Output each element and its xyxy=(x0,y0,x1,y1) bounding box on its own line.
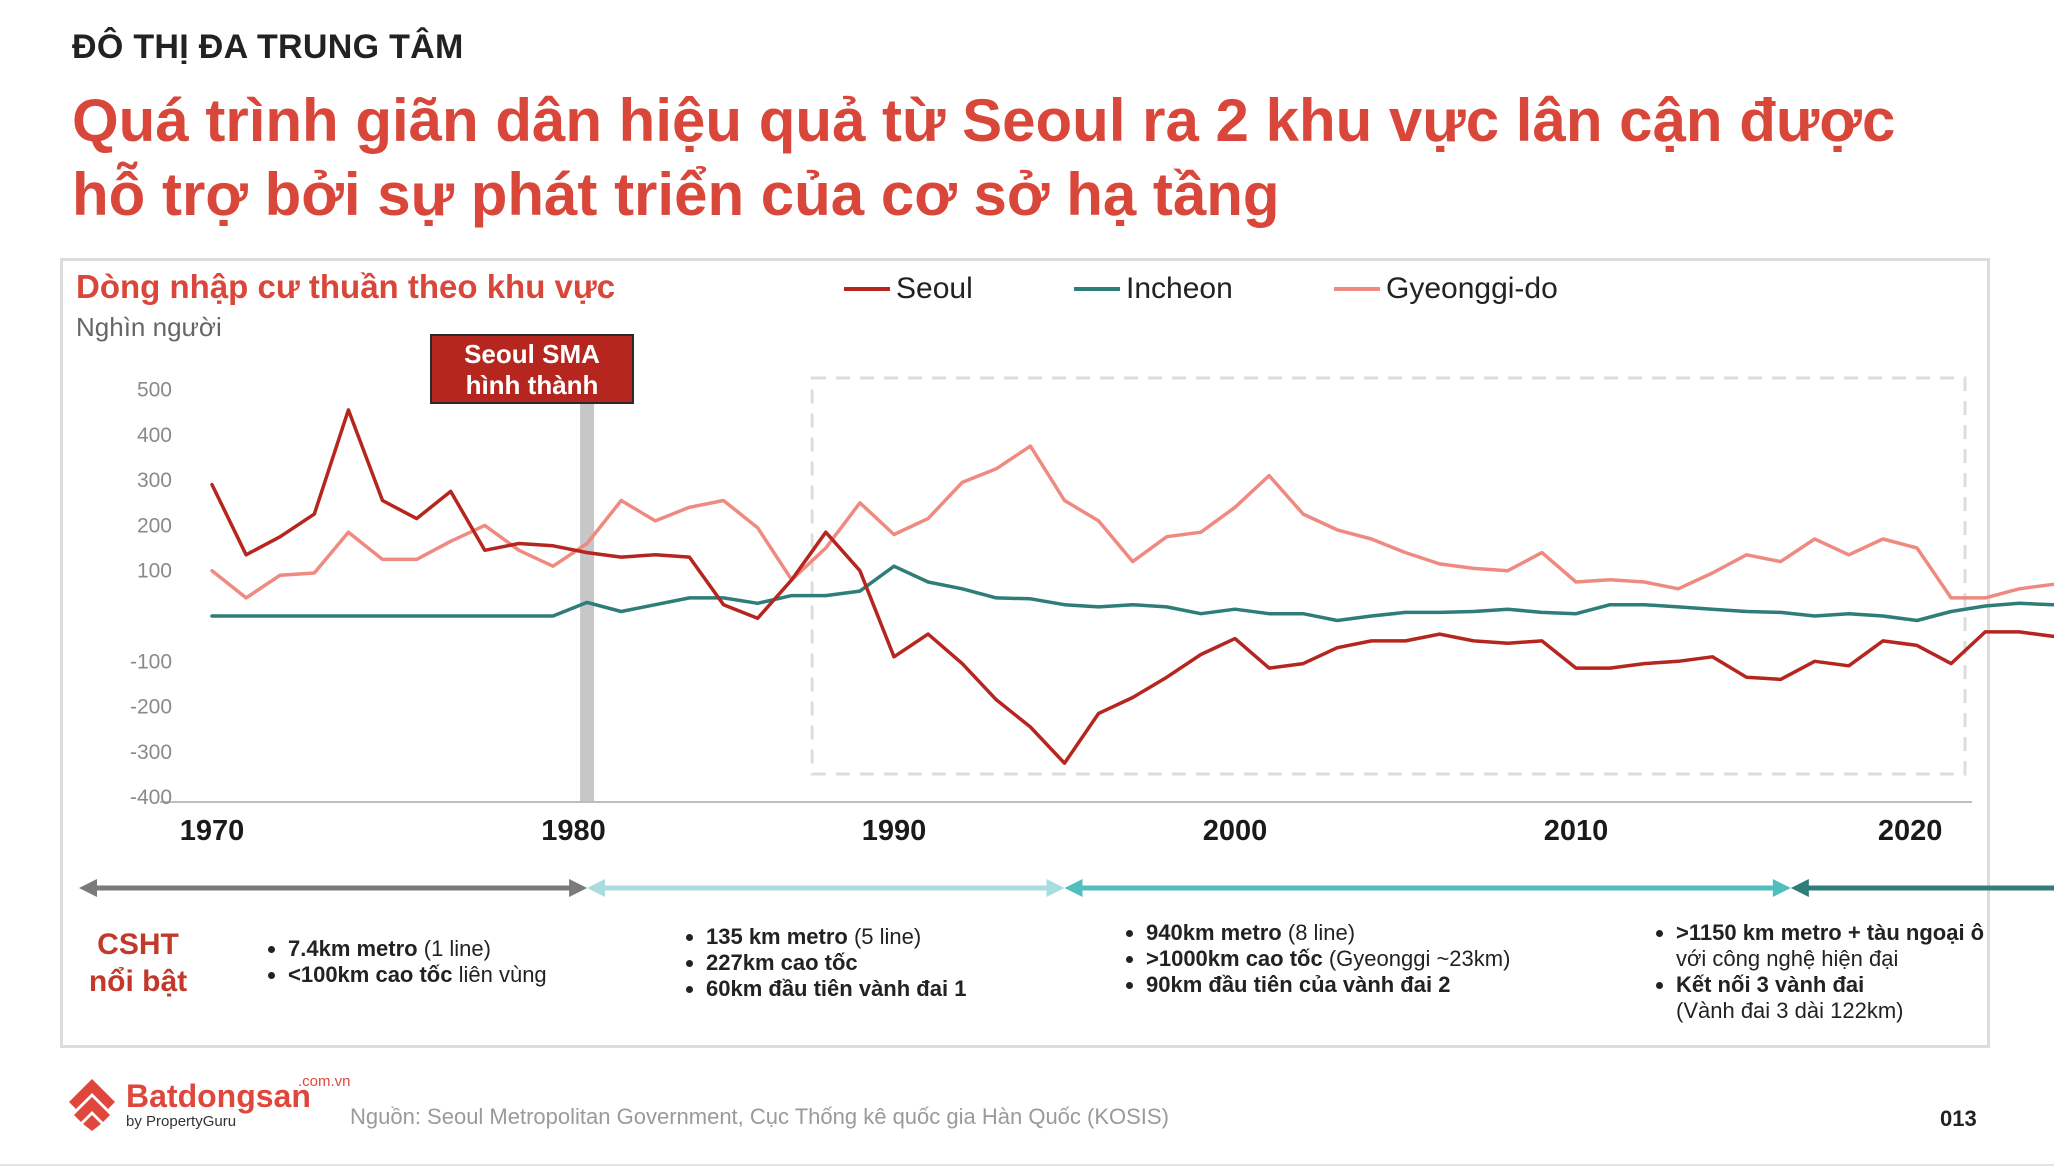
series-line-incheon xyxy=(210,564,2054,623)
infra-item: 940km metro (8 line) xyxy=(1146,920,1510,946)
chart-title: Dòng nhập cư thuần theo khu vực xyxy=(76,268,616,305)
y-tick-label: 400 xyxy=(137,424,172,447)
section-kicker: ĐÔ THỊ ĐA TRUNG TÂM xyxy=(72,28,464,66)
period-arrow-1 xyxy=(79,879,588,897)
brand-name: Batdongsan xyxy=(126,1077,311,1114)
y-tick-label: 500 xyxy=(137,379,172,402)
legend-item-gyeonggi: Gyeonggi-do xyxy=(1334,272,1558,306)
infra-item: 7.4km metro (1 line) xyxy=(288,936,547,962)
x-tick-label: 1970 xyxy=(180,815,245,847)
period-arrow-head-left xyxy=(79,879,98,897)
sma-callout-line2: hình thành xyxy=(465,370,599,400)
y-tick-label: -200 xyxy=(130,696,172,719)
brand-domain: .com.vn xyxy=(298,1072,351,1090)
legend-swatch-seoul xyxy=(844,287,890,291)
highlight-box xyxy=(810,376,1967,776)
legend-item-seoul: Seoul xyxy=(844,272,973,306)
y-tick-label: -100 xyxy=(130,650,172,673)
period-arrow-3 xyxy=(1064,879,1791,897)
infrastructure-label: CSHT nổi bật xyxy=(78,926,198,1000)
y-tick-label: 300 xyxy=(137,469,172,492)
x-tick-label: 2020 xyxy=(1878,815,1943,847)
infrastructure-label-line2: nổi bật xyxy=(88,965,188,998)
infra-period-1: 7.4km metro (1 line) <100km cao tốc liên… xyxy=(262,936,547,988)
series-line-gyeonggi-do xyxy=(210,444,2054,600)
brand-sub: by PropertyGuru xyxy=(126,1112,237,1130)
infra-item: >1000km cao tốc (Gyeonggi ~23km) xyxy=(1146,946,1510,972)
legend-label-seoul: Seoul xyxy=(896,272,973,305)
brand-logo: Batdongsan by PropertyGuru .com.vn xyxy=(66,1073,351,1132)
x-tick-label: 1980 xyxy=(541,815,606,847)
page-title: Quá trình giãn dân hiệu quả từ Seoul ra … xyxy=(72,87,1896,228)
infra-period-3: 940km metro (8 line) >1000km cao tốc (Gy… xyxy=(1120,920,1510,998)
period-arrow-4 xyxy=(1790,879,2054,897)
x-tick-label: 2000 xyxy=(1203,815,1268,847)
y-tick-label: 200 xyxy=(137,514,172,537)
sma-callout: Seoul SMA hình thành xyxy=(430,334,634,404)
y-tick-label: -400 xyxy=(130,786,172,809)
source-note: Nguồn: Seoul Metropolitan Government, Cụ… xyxy=(350,1104,1169,1129)
infra-item: 90km đầu tiên của vành đai 2 xyxy=(1146,972,1510,998)
period-arrow-head-right xyxy=(1772,879,1791,897)
legend-label-incheon: Incheon xyxy=(1126,272,1233,305)
y-tick-label: -300 xyxy=(130,741,172,764)
infrastructure-label-line1: CSHT xyxy=(97,928,179,961)
chart-unit-label: Nghìn người xyxy=(76,312,222,342)
x-tick-label: 1990 xyxy=(862,815,927,847)
period-arrow-head-right xyxy=(569,879,588,897)
x-tick-label: 2010 xyxy=(1544,815,1609,847)
infra-item: <100km cao tốc liên vùng xyxy=(288,962,547,988)
legend-swatch-incheon xyxy=(1074,287,1120,291)
infra-item: 227km cao tốc xyxy=(706,950,966,976)
infra-item: 60km đầu tiên vành đai 1 xyxy=(706,976,966,1002)
sma-callout-line1: Seoul SMA xyxy=(464,339,600,369)
period-arrow-head-left xyxy=(1064,879,1083,897)
legend-item-incheon: Incheon xyxy=(1074,272,1233,306)
period-arrow-head-left xyxy=(1790,879,1809,897)
legend-swatch-gyeonggi xyxy=(1334,287,1380,291)
infra-period-2: 135 km metro (5 line) 227km cao tốc 60km… xyxy=(680,924,966,1002)
period-arrow-head-left xyxy=(587,879,606,897)
chart-panel xyxy=(60,258,1990,1048)
period-arrow-2 xyxy=(587,879,1065,897)
infra-item: 135 km metro (5 line) xyxy=(706,924,966,950)
period-arrow-head-right xyxy=(1046,879,1065,897)
infra-item: Kết nối 3 vành đai(Vành đai 3 dài 122km) xyxy=(1676,972,1984,1024)
series-line-seoul xyxy=(210,408,2054,765)
house-logo-icon xyxy=(69,1079,115,1131)
footer-divider xyxy=(0,1164,2054,1166)
y-tick-label: 100 xyxy=(137,560,172,583)
page-number: 013 xyxy=(1940,1106,1977,1131)
legend-label-gyeonggi: Gyeonggi-do xyxy=(1386,272,1558,305)
